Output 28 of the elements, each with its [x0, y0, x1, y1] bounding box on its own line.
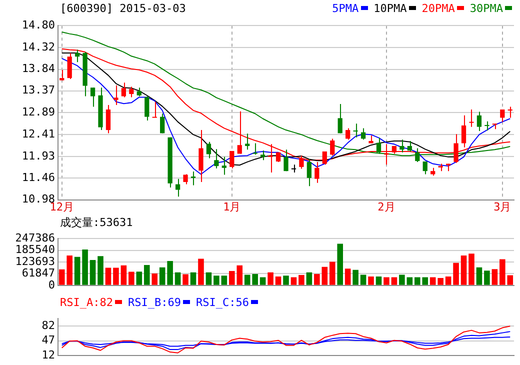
- legend-label: 5PMA: [332, 2, 359, 14]
- x-tick-label: 1月: [223, 200, 241, 214]
- y-tick-label: 47: [42, 334, 55, 347]
- y-tick-label: 123693: [15, 254, 55, 268]
- y-tick-label: 61847: [22, 266, 55, 280]
- x-tick-label: 3月: [494, 200, 512, 214]
- legend-label: 10PMA: [374, 2, 407, 14]
- legend-label: RSI_B:69: [128, 296, 181, 308]
- legend-label: RSI_C:56: [196, 296, 249, 308]
- y-tick-label: 11.93: [22, 149, 55, 162]
- y-tick-label: 0: [48, 278, 55, 292]
- y-tick-label: 13.84: [22, 62, 56, 76]
- chart-title: [600390] 2015-03-03: [60, 2, 186, 14]
- y-tick-label: 12: [42, 348, 55, 362]
- legend-label: 30PMA: [470, 2, 503, 14]
- y-tick-label: 82: [42, 318, 55, 332]
- y-tick-label: 12.89: [22, 106, 55, 119]
- legend-label: RSI_A:82: [60, 296, 113, 308]
- y-tick-label: 185540: [15, 243, 55, 256]
- y-tick-label: 13.37: [22, 84, 55, 97]
- chart-title: 成交量:53631: [60, 214, 133, 230]
- x-tick-label: 2月: [378, 200, 396, 214]
- y-tick-label: 14.80: [22, 18, 55, 32]
- y-tick-label: 14.32: [22, 40, 55, 54]
- y-tick-label: 11.46: [22, 170, 55, 184]
- y-tick-label: 12.41: [22, 127, 55, 140]
- y-tick-label: 247386: [15, 231, 55, 244]
- legend-label: 20PMA: [422, 2, 455, 14]
